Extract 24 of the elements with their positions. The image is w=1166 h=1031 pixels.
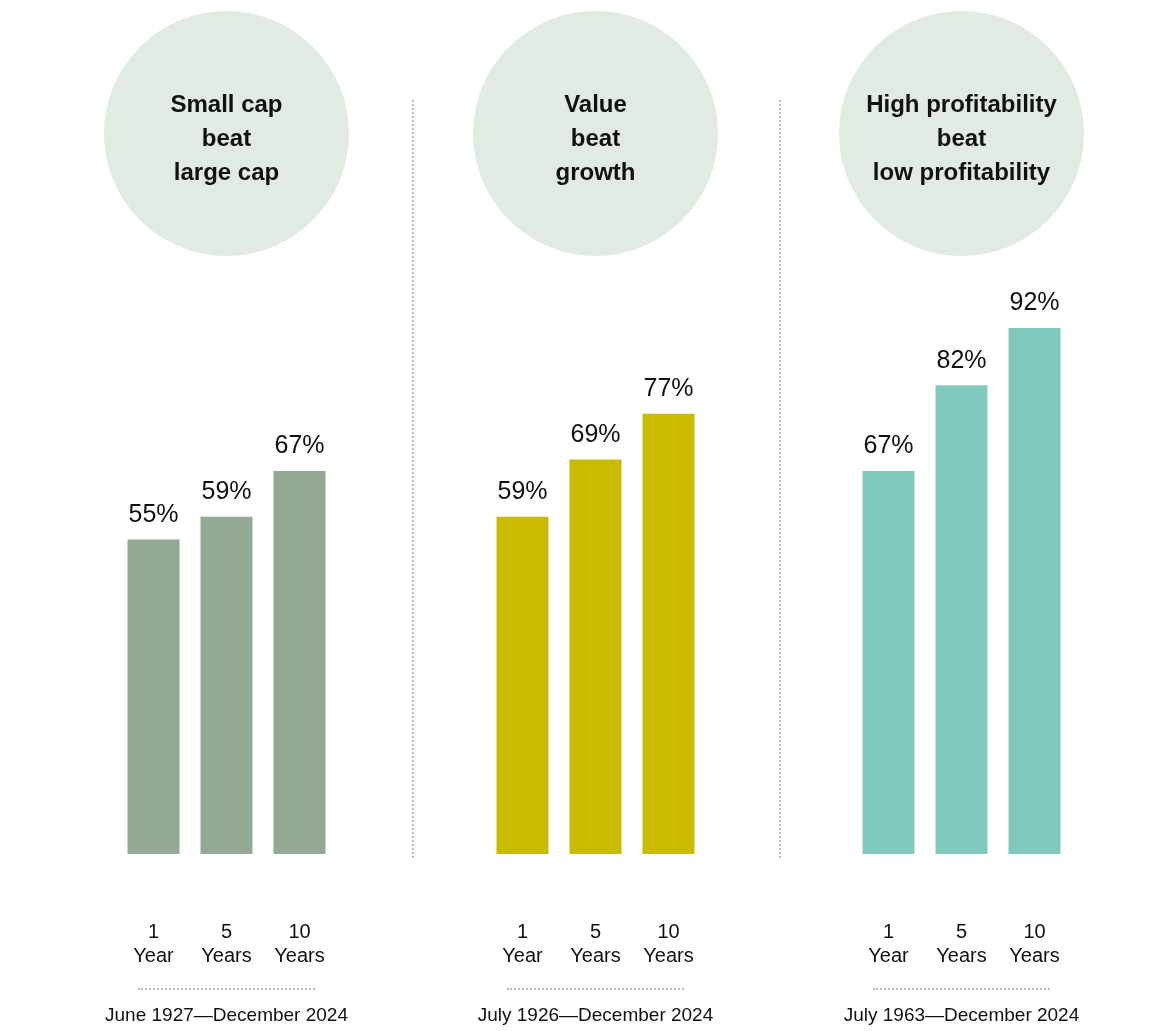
x-tick-label: 5 Years [936,919,987,966]
chart-title: Small cap beat large cap [169,89,284,187]
x-tick-label: 1 Year [502,919,544,966]
x-tick-label: 5 Years [570,919,621,966]
x-tick-label: 1 Year [868,919,910,966]
chart-title: Value beat growth [554,89,637,187]
data-label: 69% [570,418,621,447]
data-label: 82% [936,344,987,373]
data-label: 55% [128,499,179,527]
text: June 1927—December 2024 [104,1004,349,1026]
text: July 1926—December 2024 [476,1004,715,1026]
data-label: 59% [201,476,252,505]
data-label: 92% [1009,287,1060,316]
data-label: 77% [643,373,694,402]
data-label: 67% [863,430,914,459]
x-tick-label: 1 Year [133,919,175,966]
data-label: 67% [274,430,325,459]
x-tick-label: 10 Years [274,919,325,966]
x-tick-label: 10 Years [643,919,694,966]
text: July 1963—December 2024 [842,1004,1081,1026]
data-label: 59% [497,476,548,505]
x-tick-label: 10 Years [1009,919,1060,966]
x-tick-label: 5 Years [201,919,252,966]
chart-title: High profitability beat low profitability [865,89,1058,187]
